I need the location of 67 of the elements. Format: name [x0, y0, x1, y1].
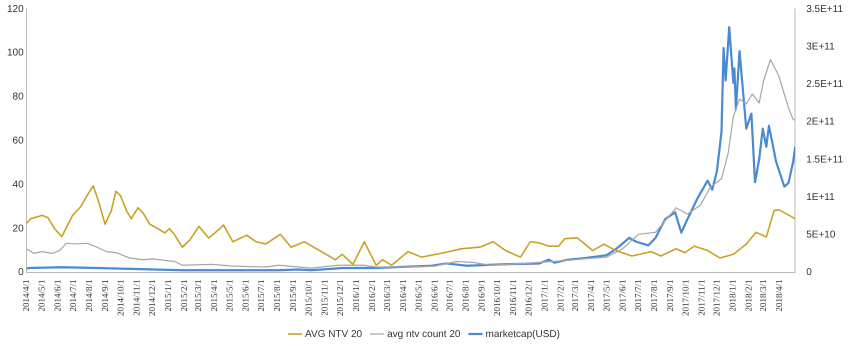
x-tick-label: 2016/10/1 [492, 280, 502, 316]
x-tick-label: 2014/10/1 [115, 280, 126, 316]
y2-tick-label: 5E+10 [806, 230, 836, 241]
y2-tick-label: 0 [806, 267, 812, 278]
x-tick-label: 2016/3/1 [382, 280, 392, 312]
x-tick-label: 2015/1/1 [162, 280, 173, 312]
y-tick-label: 120 [6, 4, 24, 15]
x-tick-label: 2018/4/1 [774, 280, 784, 312]
x-tick-label: 2017/7/1 [632, 280, 643, 312]
x-tick-label: 2015/6/1 [240, 280, 251, 312]
x-tick-label: 2017/11/1 [696, 280, 706, 316]
x-tick-label: 2016/9/1 [476, 280, 487, 312]
x-tick-label: 2015/9/1 [288, 280, 298, 312]
legend-label: marketcap(USD) [485, 328, 560, 340]
x-tick-label: 2016/7/1 [444, 280, 455, 312]
x-tick-label: 2014/6/1 [52, 280, 62, 312]
x-tick-label: 2015/5/1 [224, 280, 235, 312]
x-tick-label: 2018/2/1 [744, 280, 754, 312]
x-tick-label: 2016/8/1 [460, 280, 471, 312]
x-tick-label: 2014/5/1 [36, 280, 47, 312]
legend-label: AVG NTV 20 [305, 328, 363, 340]
x-tick-label: 2018/3/1 [758, 280, 768, 312]
x-tick-label: 2014/9/1 [100, 280, 110, 312]
y-tick-label: 60 [12, 136, 24, 146]
x-tick-label: 2015/2/1 [178, 280, 189, 312]
x-tick-label: 2016/2/1 [366, 280, 377, 312]
y2-tick-label: 2E+11 [806, 116, 836, 128]
y2-tick-label: 3.5E+11 [806, 4, 844, 15]
x-tick-label: 2015/4/1 [209, 280, 220, 312]
x-tick-label: 2014/12/1 [146, 280, 157, 316]
x-tick-label: 2015/11/1 [319, 280, 330, 316]
x-tick-label: 2017/3/1 [570, 280, 580, 312]
y2-tick-label: 3E+11 [806, 41, 836, 52]
x-tick-label: 2017/8/1 [648, 280, 659, 312]
x-tick-label: 2015/8/1 [272, 280, 282, 312]
y-tick-label: 100 [6, 48, 24, 59]
x-tick-label: 2016/11/1 [508, 280, 518, 316]
x-tick-label: 2017/6/1 [617, 280, 628, 312]
x-tick-label: 2016/4/1 [398, 280, 408, 312]
y-tick-label: 20 [12, 223, 24, 234]
x-tick-label: 2015/10/1 [304, 280, 314, 316]
y2-tick-label: 1.5E+11 [806, 154, 844, 166]
x-tick-label: 2016/1/1 [350, 280, 361, 312]
x-tick-label: 2016/5/1 [413, 280, 424, 312]
x-tick-label: 2015/12/1 [334, 280, 345, 316]
x-tick-label: 2016/12/1 [524, 280, 534, 316]
x-tick-label: 2015/3/1 [193, 280, 204, 312]
x-tick-label: 2014/8/1 [84, 280, 94, 312]
x-tick-label: 2017/2/1 [556, 280, 566, 312]
x-tick-label: 2017/9/1 [664, 280, 675, 312]
y-tick-label: 80 [12, 92, 24, 103]
y2-tick-label: 1E+11 [806, 192, 836, 203]
y2-tick-label: 2.5E+11 [806, 79, 844, 90]
x-tick-label: 2017/5/1 [601, 280, 612, 312]
x-tick-label: 2017/1/1 [540, 280, 550, 312]
x-tick-label: 2014/11/1 [131, 280, 142, 316]
x-tick-label: 2017/12/1 [712, 280, 722, 316]
x-tick-label: 2016/6/1 [429, 280, 440, 312]
x-tick-label: 2017/10/1 [680, 280, 690, 316]
legend-label: avg ntv count 20 [387, 328, 461, 340]
x-tick-label: 2018/1/1 [728, 280, 738, 312]
y-tick-label: 40 [12, 179, 24, 190]
x-tick-label: 2017/4/1 [586, 280, 596, 312]
x-tick-label: 2015/7/1 [256, 280, 266, 312]
x-tick-label: 2014/7/1 [68, 280, 78, 312]
y-tick-label: 0 [18, 267, 24, 278]
x-tick-label: 2014/4/1 [21, 280, 32, 312]
